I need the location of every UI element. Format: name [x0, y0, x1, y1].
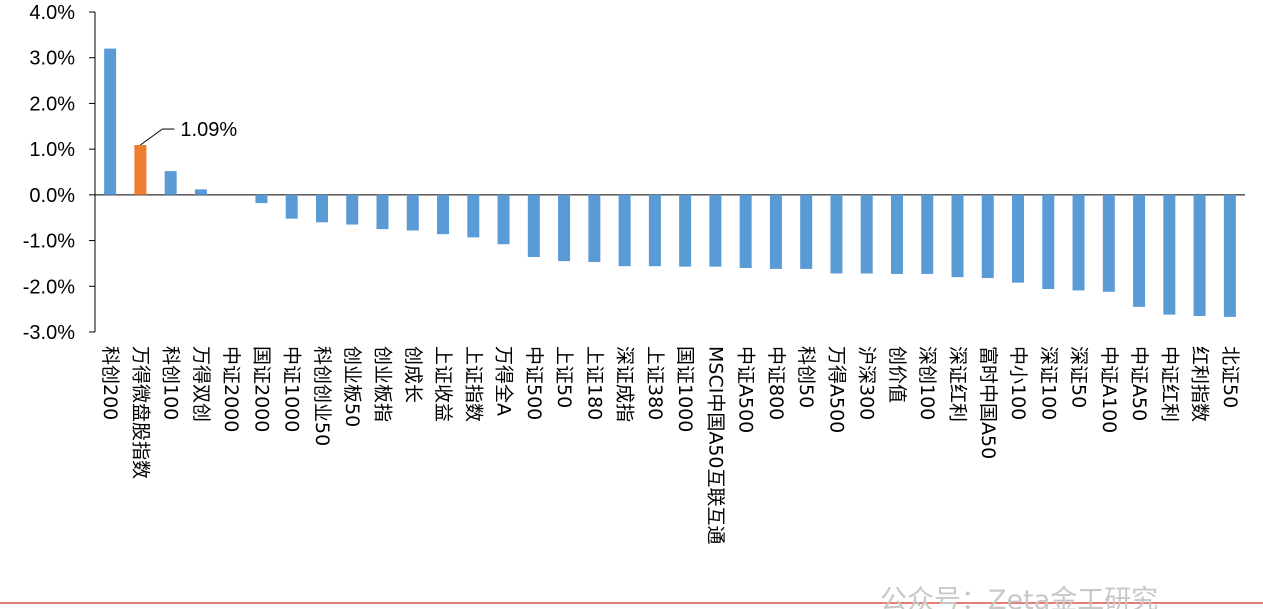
bar	[285, 194, 298, 219]
category-label: 中证1000	[281, 346, 303, 432]
highlight-value-label: 1.09%	[180, 119, 237, 141]
category-label: 万得A500	[825, 346, 847, 433]
category-label: 中小100	[1007, 346, 1029, 420]
bar	[921, 194, 934, 274]
category-label: 万得全A	[493, 346, 515, 416]
bar	[255, 194, 268, 204]
bar	[1133, 194, 1146, 307]
bar	[527, 194, 540, 258]
category-label: 红利指数	[1189, 346, 1211, 422]
category-label: 深证100	[1037, 346, 1059, 420]
category-label: 上证380	[644, 346, 666, 420]
category-label: 创成长	[402, 346, 424, 403]
category-label: 中证A100	[1098, 346, 1120, 433]
category-label: 国证2000	[250, 346, 272, 432]
y-tick-label: -3.0%	[23, 322, 75, 344]
category-label: 上证180	[583, 346, 605, 420]
bar	[739, 194, 752, 268]
bar	[376, 194, 389, 230]
y-tick-label: 4.0%	[29, 2, 75, 24]
category-label: 万得双创	[190, 346, 212, 422]
y-tick-label: -1.0%	[23, 231, 75, 253]
annotation-leader	[140, 128, 163, 146]
bar	[679, 194, 692, 267]
bar	[437, 194, 450, 235]
category-label: 中证800	[765, 346, 787, 420]
category-label: 国证1000	[674, 346, 696, 432]
bar	[800, 194, 813, 269]
category-label: 创业板指	[372, 346, 394, 422]
category-label: 上证50	[553, 346, 575, 408]
bar	[315, 194, 328, 223]
category-label: 深证成指	[614, 346, 636, 422]
bar	[558, 194, 571, 262]
category-label: 上证指数	[462, 346, 484, 422]
bar	[648, 194, 661, 267]
y-tick-label: -2.0%	[23, 276, 75, 298]
bar	[134, 145, 147, 195]
bar	[1163, 194, 1176, 315]
y-tick-label: 1.0%	[29, 139, 75, 161]
bar	[981, 194, 994, 279]
category-label: 科创100	[160, 346, 182, 420]
annotation-layer: 1.09%	[140, 119, 237, 146]
bar	[104, 48, 117, 195]
category-label-layer: 科创200 万得微盘股指数 科创100 万得双创 中证2000 国证2000 中证1000 科…	[99, 346, 1241, 545]
category-label: 中证A500	[735, 346, 757, 433]
bar	[346, 194, 359, 225]
bar	[588, 194, 601, 263]
bar	[467, 194, 480, 238]
category-label: 中证红利	[1158, 346, 1180, 422]
watermark: 公众号：Zeta金工研究	[880, 585, 1158, 609]
axis-layer: 4.0% 3.0% 2.0% 1.0% 0.0% -1.0% -2.0% -3.0%	[23, 2, 1245, 344]
bar-layer	[104, 48, 1236, 317]
category-label: 创业板50	[341, 346, 363, 427]
category-label: 深创100	[916, 346, 938, 420]
bar	[890, 194, 903, 274]
y-tick-label: 3.0%	[29, 48, 75, 70]
category-label: 深证50	[1068, 346, 1090, 408]
y-tick-label: 2.0%	[29, 93, 75, 115]
category-label: 科创创业50	[311, 346, 333, 446]
bar	[1012, 194, 1025, 283]
bar	[769, 194, 782, 269]
bar	[951, 194, 964, 278]
bar	[497, 194, 510, 245]
category-label: 创价值	[886, 346, 908, 403]
category-label: 北证50	[1219, 346, 1241, 408]
bar	[164, 171, 177, 195]
bar	[1102, 194, 1115, 292]
category-label: 富时中国A50	[977, 346, 999, 459]
bar	[860, 194, 873, 274]
bar	[618, 194, 631, 267]
category-label: 万得微盘股指数	[129, 346, 151, 479]
bar	[1223, 194, 1236, 317]
bar	[194, 189, 207, 195]
y-tick-label: 0.0%	[29, 185, 75, 207]
bar	[830, 194, 843, 274]
category-label: 沪深300	[856, 346, 878, 420]
category-label: MSCI中国A50互联互通	[704, 346, 726, 545]
bar	[1193, 194, 1206, 316]
category-label: 中证2000	[220, 346, 242, 432]
bar	[709, 194, 722, 267]
category-label: 科创50	[795, 346, 817, 408]
bar	[1072, 194, 1085, 291]
category-label: 上证收益	[432, 346, 454, 422]
bar	[1042, 194, 1055, 290]
bar	[406, 194, 419, 231]
category-label: 中证500	[523, 346, 545, 420]
category-label: 中证A50	[1128, 346, 1150, 421]
category-label: 科创200	[99, 346, 121, 420]
category-label: 深证红利	[947, 346, 969, 422]
